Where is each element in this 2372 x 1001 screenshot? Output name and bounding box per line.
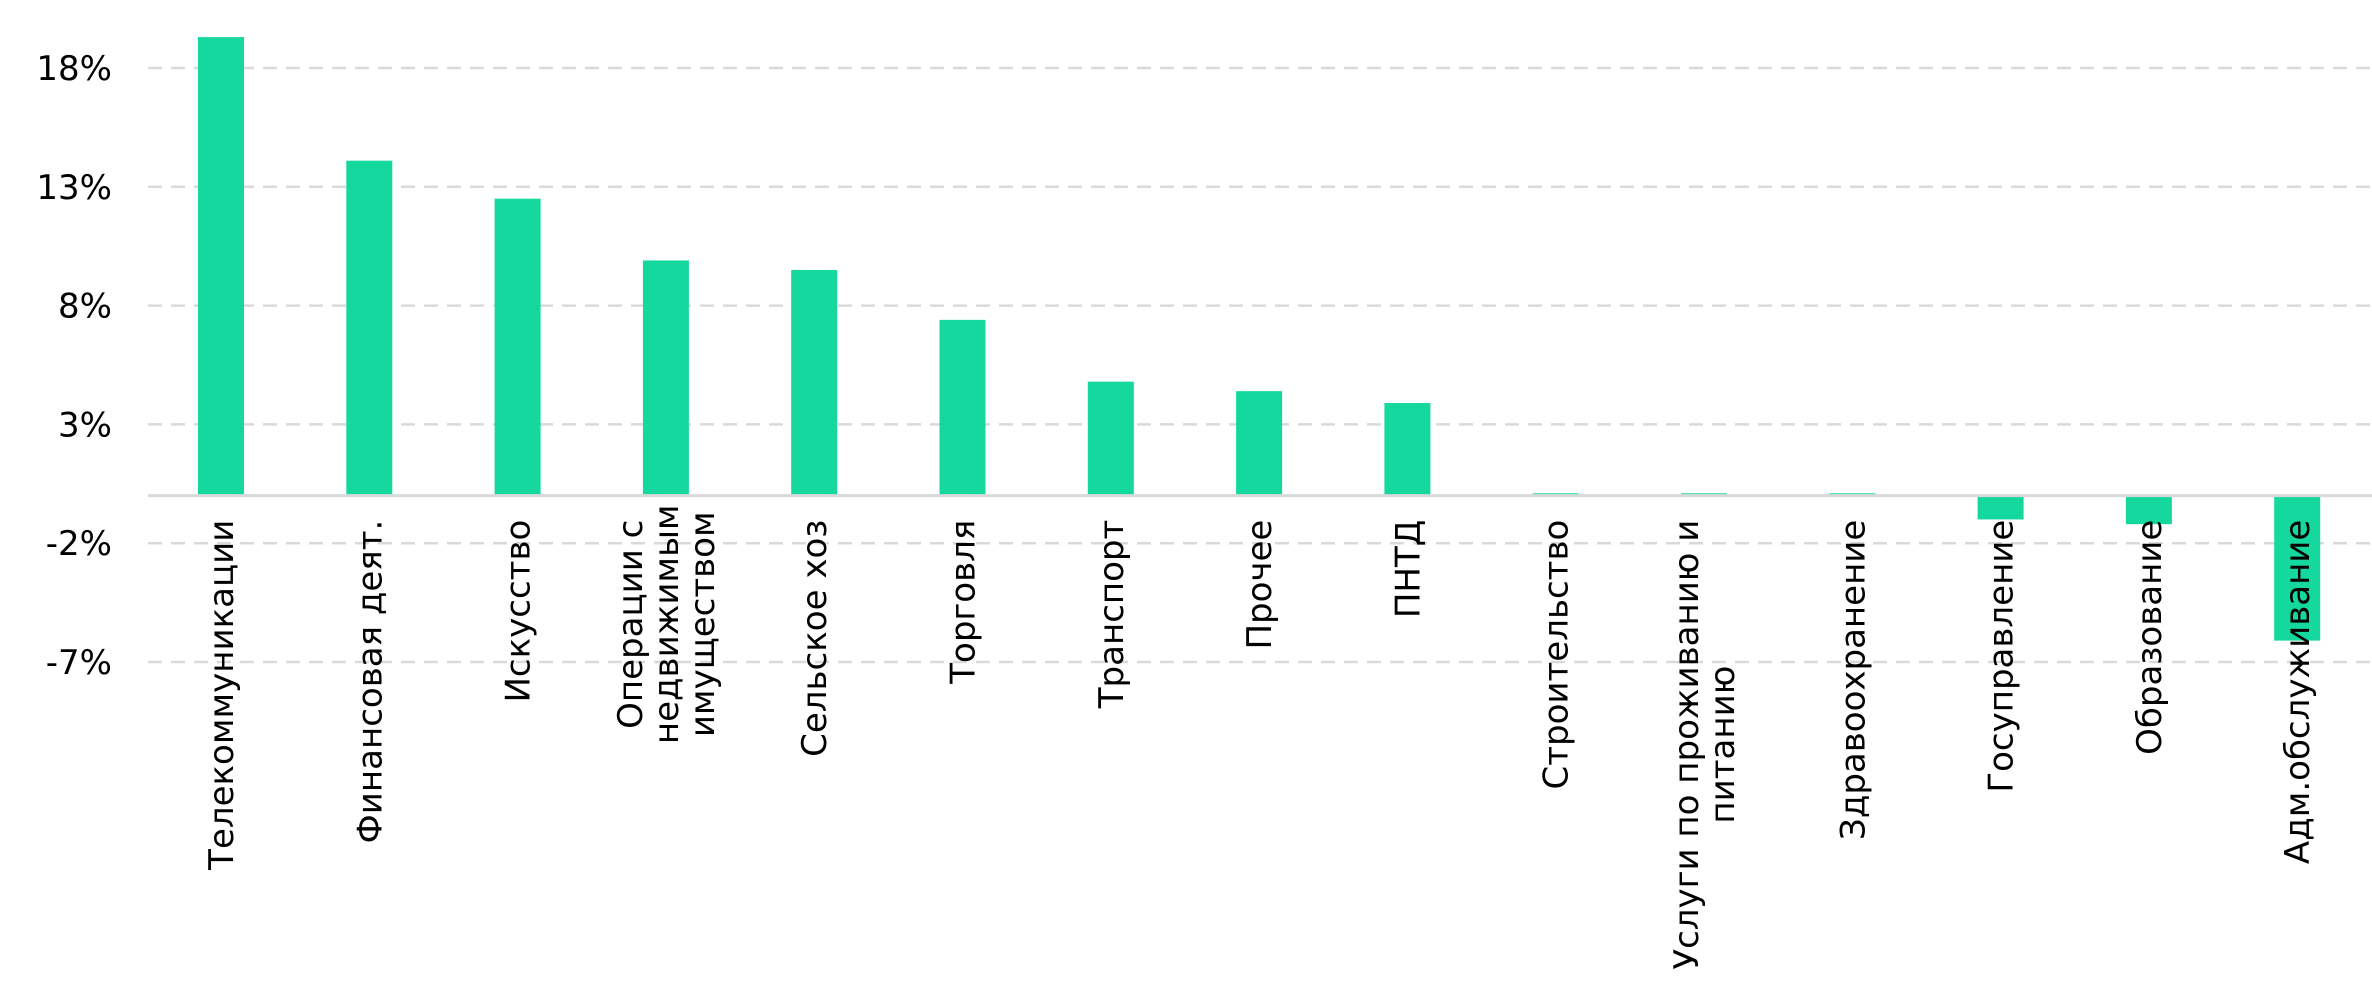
y-tick-label: 8%	[58, 287, 112, 327]
x-tick-label: Строительство	[1537, 520, 1577, 790]
x-tick-label: Транспорт	[1092, 520, 1132, 710]
bar	[494, 198, 541, 496]
x-tick-label: Операции снедвижимымимуществом	[611, 504, 723, 744]
bar	[2125, 495, 2172, 525]
x-tick-label-line: ПНТД	[1388, 520, 1428, 618]
bar	[791, 269, 838, 496]
x-tick-label-line: имуществом	[683, 511, 723, 737]
x-tick-label-line: Транспорт	[1092, 520, 1132, 710]
bar	[642, 260, 689, 496]
x-tick-label-line: Госуправление	[1982, 520, 2022, 793]
y-tick-label: 3%	[58, 405, 112, 445]
x-tick-label-line: питанию	[1703, 666, 1743, 824]
x-tick-label-line: Операции с	[611, 520, 651, 729]
y-tick-label: 13%	[36, 168, 112, 208]
x-tick-label-line: Услуги по проживанию и	[1667, 520, 1707, 970]
x-tick-label-line: Строительство	[1537, 520, 1577, 790]
x-tick-label: Прочее	[1240, 520, 1280, 650]
x-tick-label: ПНТД	[1388, 520, 1428, 618]
y-tick-label: -2%	[46, 524, 112, 564]
x-tick-label-line: недвижимым	[647, 504, 687, 744]
bar	[346, 160, 393, 496]
x-tick-label-line: Торговля	[944, 520, 984, 685]
x-tick-label-line: Здравоохранение	[1833, 520, 1873, 840]
x-tick-label: Услуги по проживанию ипитанию	[1667, 520, 1743, 970]
x-tick-label-line: Сельское хоз	[795, 520, 835, 757]
x-tick-label: Здравоохранение	[1833, 520, 1873, 840]
x-tick-label: Финансовая деят.	[350, 520, 390, 844]
bar	[1977, 495, 2024, 520]
x-tick-label-line: Адм.обслуживание	[2278, 520, 2318, 864]
y-axis-tick-labels: 18% 13% 8% 3% -2% -7%	[36, 49, 112, 683]
x-tick-label-line: Искусство	[499, 520, 539, 703]
x-tick-label: Искусство	[499, 520, 539, 703]
x-axis-category-labels: Телекоммуникации Финансовая деят. Искусств…	[202, 504, 2318, 969]
x-tick-label-line: Прочее	[1240, 520, 1280, 650]
x-tick-label: Адм.обслуживание	[2278, 520, 2318, 864]
x-tick-label: Госуправление	[1982, 520, 2022, 793]
x-tick-label: Телекоммуникации	[202, 520, 242, 871]
bar	[1236, 391, 1283, 496]
bar	[1087, 381, 1134, 496]
y-tick-label: 18%	[36, 49, 112, 89]
bar	[939, 319, 986, 496]
x-tick-label-line: Образование	[2130, 520, 2170, 755]
x-tick-label-line: Телекоммуникации	[202, 520, 242, 871]
bar	[2274, 495, 2321, 641]
bar	[1384, 403, 1431, 496]
x-tick-label-line: Финансовая деят.	[350, 520, 390, 844]
x-tick-label: Сельское хоз	[795, 520, 835, 757]
x-tick-label: Торговля	[944, 520, 984, 685]
bars	[198, 37, 2321, 641]
y-tick-label: -7%	[46, 643, 112, 683]
bar	[198, 37, 244, 496]
x-tick-label: Образование	[2130, 520, 2170, 755]
